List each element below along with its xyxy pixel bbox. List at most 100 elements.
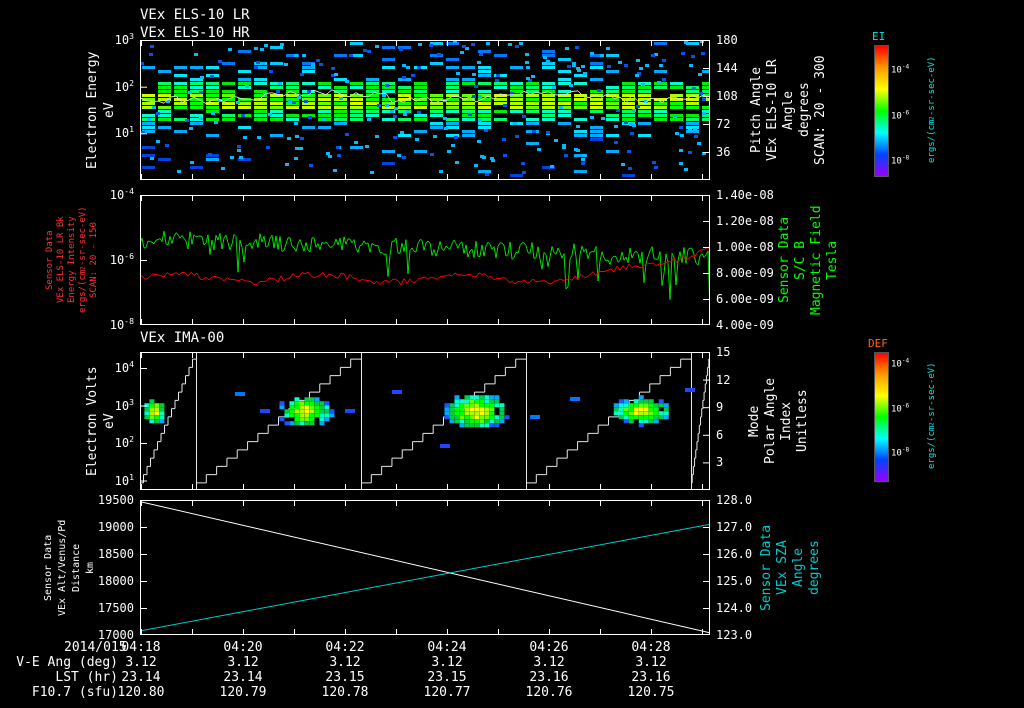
tick-label: 1.40e-08 [716,188,774,202]
tick-label: 128.0 [716,493,753,507]
ima-title: VEx IMA-00 [140,330,225,346]
footer-value: 120.79 [219,685,267,700]
footer-value: 23.16 [529,670,569,685]
intensity-bfield-line-canvas [140,195,710,325]
tick-label: 103 [114,396,134,413]
footer-value: 23.16 [631,670,671,685]
time-tick-label: 04:26 [529,640,569,655]
bk-intensity-axis-label: ergs/(cm 2 -sr-sec-eV) [78,206,88,314]
tick-label: 126.0 [716,547,753,561]
tick-label: 10-8 [891,154,910,167]
polar-angle-axis-label: Mode [747,405,762,437]
footer-value: 120.80 [117,685,165,700]
magnetic-field-axis-label: Magnetic Field [809,205,824,315]
tick-label: 10-6 [109,251,134,267]
tick-label: 17500 [97,601,134,615]
tick-label: 104 [114,359,134,375]
altitude-axis-label: VEx Alt/Venus/Pd [57,518,68,616]
tick-label: 6 [716,427,724,442]
bk-intensity-axis-label: Sensor Data [45,230,55,290]
footer-row-label: V-E Ang (deg) [16,655,118,670]
tick-label: 10-4 [891,357,910,370]
ima-energy-axis-label: Electron Volts [85,366,100,476]
footer-value: 23.15 [325,670,365,685]
footer-value: 3.12 [125,655,157,670]
tick-label: 10-6 [891,402,910,415]
tick-label: 9 [716,400,724,415]
els-energy-axis-label: Electron Energy [85,51,100,169]
tick-label: 19500 [97,493,134,507]
footer-row-label: LST (hr) [55,670,118,685]
footer-value: 3.12 [635,655,667,670]
tick-label: 102 [114,77,134,94]
footer-value: 23.14 [223,670,263,685]
tick-label: 4.00e-09 [716,318,774,332]
sza-axis-label: Angle [791,547,806,587]
tick-label: 10-8 [109,316,134,332]
tick-label: 103 [114,31,134,47]
ei-colorbar-units: ergs/(cm 2 -sr-sec-eV) [927,56,937,164]
footer-value: 3.12 [431,655,463,670]
els-lr-title: VEx ELS-10 LR [140,7,250,23]
footer-value: 3.12 [329,655,361,670]
tick-label: 1.00e-08 [716,240,774,254]
els-spectrogram-canvas [140,40,710,180]
footer-value: 120.75 [627,685,675,700]
footer-value: 3.12 [227,655,259,670]
date-label: 2014/015 [64,640,127,655]
footer-row-label: F10.7 (sfu) [31,685,118,700]
altitude-axis-label: Distance [71,542,82,592]
els-energy-axis-label: eV [102,102,117,118]
pitch-angle-axis-label: Pitch Angle [749,66,764,154]
def-colorbar [874,352,889,482]
sza-axis-label: degrees [807,539,822,595]
tick-label: 10-4 [891,63,910,76]
tick-label: 6.00e-09 [716,292,774,306]
time-tick-label: 04:18 [121,640,161,655]
tick-label: 124.0 [716,601,753,615]
tick-label: 101 [114,124,134,141]
bk-intensity-axis-label: SCAN: 20 - 150 [89,222,99,298]
time-tick-label: 04:28 [631,640,671,655]
bk-intensity-axis-label: VEx ELS-10 LR Bk [56,216,66,304]
bk-intensity-axis-label: Energy Intensity [67,216,77,304]
polar-angle-axis-label: Polar Angle [763,377,778,465]
sza-axis-label: VEx SZA [775,539,790,595]
tick-label: 19000 [97,520,134,534]
pitch-angle-axis-label: Angle [781,90,796,130]
ei-colorbar-title: EI [872,30,886,43]
tick-label: 125.0 [716,574,753,588]
footer-value: 23.15 [427,670,467,685]
tick-label: 72 [716,117,731,131]
tick-label: 3 [716,455,724,470]
ima-spectrogram-canvas [140,352,710,490]
altitude-axis-label: Sensor Data [43,533,54,601]
tick-label: 17000 [97,628,134,642]
tick-label: 15 [716,345,731,359]
pitch-angle-axis-label: SCAN: 20 - 300 [813,55,828,165]
pitch-angle-axis-label: VEx ELS-10 LR [765,59,780,161]
tick-label: 10-6 [891,109,910,121]
tick-label: 101 [114,471,134,488]
magnetic-field-axis-label: Sensor Data [777,216,792,304]
footer-value: 120.78 [321,685,369,700]
altitude-axis-label: km [85,560,96,574]
tick-label: 18000 [97,574,134,588]
magnetic-field-axis-label: S/C B [793,240,808,280]
polar-angle-axis-label: Index [779,401,794,441]
sza-axis-label: Sensor Data [759,523,774,611]
footer-value: 120.76 [525,685,573,700]
tick-label: 123.0 [716,628,753,642]
time-tick-label: 04:20 [223,640,263,655]
polar-angle-axis-label: Unitless [795,389,810,453]
tick-label: 1.20e-08 [716,214,774,228]
els-hr-title: VEx ELS-10 HR [140,25,250,41]
tick-label: 144 [716,61,738,75]
footer-value: 120.77 [423,685,471,700]
tick-label: 10-4 [109,186,134,202]
pitch-angle-axis-label: degrees [797,82,812,138]
tick-label: 18500 [97,547,134,561]
footer-value: 23.14 [121,670,161,685]
tick-label: 8.00e-09 [716,266,774,280]
footer-value: 3.12 [533,655,565,670]
